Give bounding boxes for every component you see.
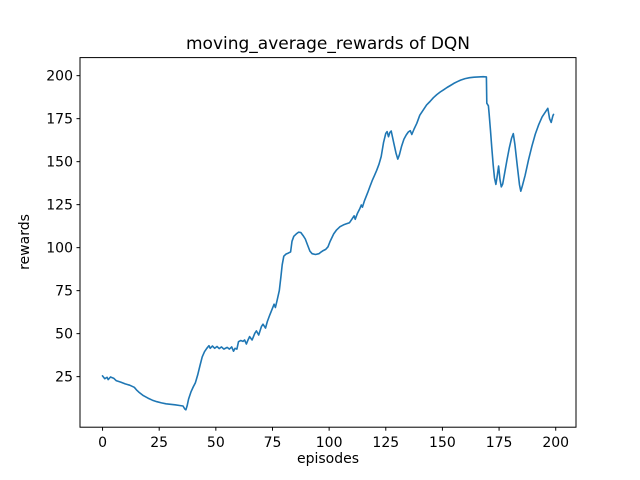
data-series-layer [101, 75, 555, 411]
y-tick-label-75: 75 [55, 284, 73, 300]
chart-title: moving_average_rewards of DQN [186, 34, 470, 54]
y-tick-label-200: 200 [46, 69, 73, 85]
plot-area [80, 57, 576, 428]
x-tick-label-125: 125 [372, 435, 399, 451]
y-tick-label-25: 25 [55, 370, 73, 386]
y-tick-label-125: 125 [46, 198, 73, 214]
y-axis-label: rewards [17, 214, 33, 270]
x-tick-label-200: 200 [542, 435, 569, 451]
x-tick-label-175: 175 [486, 435, 513, 451]
x-axis-label: episodes [297, 451, 359, 467]
y-tick-label-100: 100 [46, 241, 73, 257]
x-tick-label-25: 25 [150, 435, 168, 451]
x-tick-label-0: 0 [98, 435, 107, 451]
x-tick-label-150: 150 [429, 435, 456, 451]
y-tick-label-150: 150 [46, 155, 73, 171]
x-tick-label-50: 50 [207, 435, 225, 451]
ticks: 0 25 50 75 100 125 150 175 200 25 50 75 100 125 150 175… [46, 69, 569, 451]
x-tick-label-100: 100 [316, 435, 343, 451]
line-series-moving_average_rewards [101, 75, 555, 411]
x-tick-label-75: 75 [264, 435, 282, 451]
y-tick-label-50: 50 [55, 327, 73, 343]
y-tick-label-175: 175 [46, 112, 73, 128]
axes-spines [79, 57, 577, 428]
